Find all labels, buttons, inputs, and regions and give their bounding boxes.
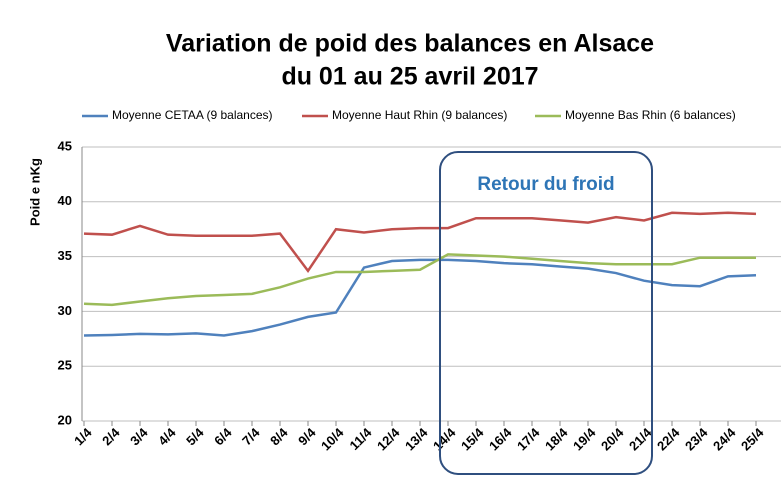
x-tick-label: 17/4 [514, 424, 543, 453]
x-tick-label: 8/4 [267, 424, 291, 448]
x-tick-label: 11/4 [347, 424, 376, 453]
x-tick-label: 18/4 [542, 424, 571, 453]
series-line [83, 253, 756, 307]
y-tick-label: 40 [58, 193, 72, 208]
x-tick-label: 15/4 [458, 424, 487, 453]
chart-subtitle: du 01 au 25 avril 2017 [281, 63, 538, 91]
x-tick-label: 10/4 [318, 424, 347, 453]
x-tick-label: 9/4 [295, 424, 319, 448]
y-tick-label: 30 [58, 303, 72, 318]
x-tick-label: 21/4 [626, 424, 655, 453]
legend-label: Moyenne Bas Rhin (6 balances) [565, 108, 736, 122]
x-tick-label: 13/4 [402, 424, 431, 453]
y-tick-label: 45 [58, 138, 72, 153]
x-tick-label: 24/4 [710, 424, 739, 453]
x-tick-label: 19/4 [570, 424, 599, 453]
y-tick-label: 20 [58, 412, 72, 427]
x-tick-label: 4/4 [155, 424, 179, 448]
legend-label: Moyenne Haut Rhin (9 balances) [332, 108, 507, 122]
legend-label: Moyenne CETAA (9 balances) [112, 108, 273, 122]
y-tick-label: 35 [58, 248, 72, 263]
x-tick-label: 25/4 [738, 424, 767, 453]
x-tick-label: 23/4 [682, 424, 711, 453]
y-axis-label: Poid e nKg [27, 158, 42, 226]
x-tick-label: 2/4 [99, 424, 123, 448]
annotation-box [439, 151, 653, 475]
annotation: Retour du froid [477, 174, 614, 195]
x-tick-label: 20/4 [598, 424, 627, 453]
x-tick-label: 16/4 [486, 424, 515, 453]
chart-title: Variation de poid des balances en Alsace [166, 30, 654, 58]
x-tick-label: 6/4 [211, 424, 235, 448]
x-tick-label: 12/4 [374, 424, 403, 453]
x-tick-label: 7/4 [239, 424, 263, 448]
y-tick-label: 25 [58, 358, 72, 373]
series-line [83, 211, 757, 274]
x-tick-label: 5/4 [183, 424, 207, 448]
x-tick-label: 22/4 [654, 424, 683, 453]
x-tick-label: 1/4 [71, 424, 95, 448]
x-tick-label: 3/4 [127, 424, 151, 448]
series-line [83, 258, 757, 337]
x-tick-label: 14/4 [430, 424, 459, 453]
